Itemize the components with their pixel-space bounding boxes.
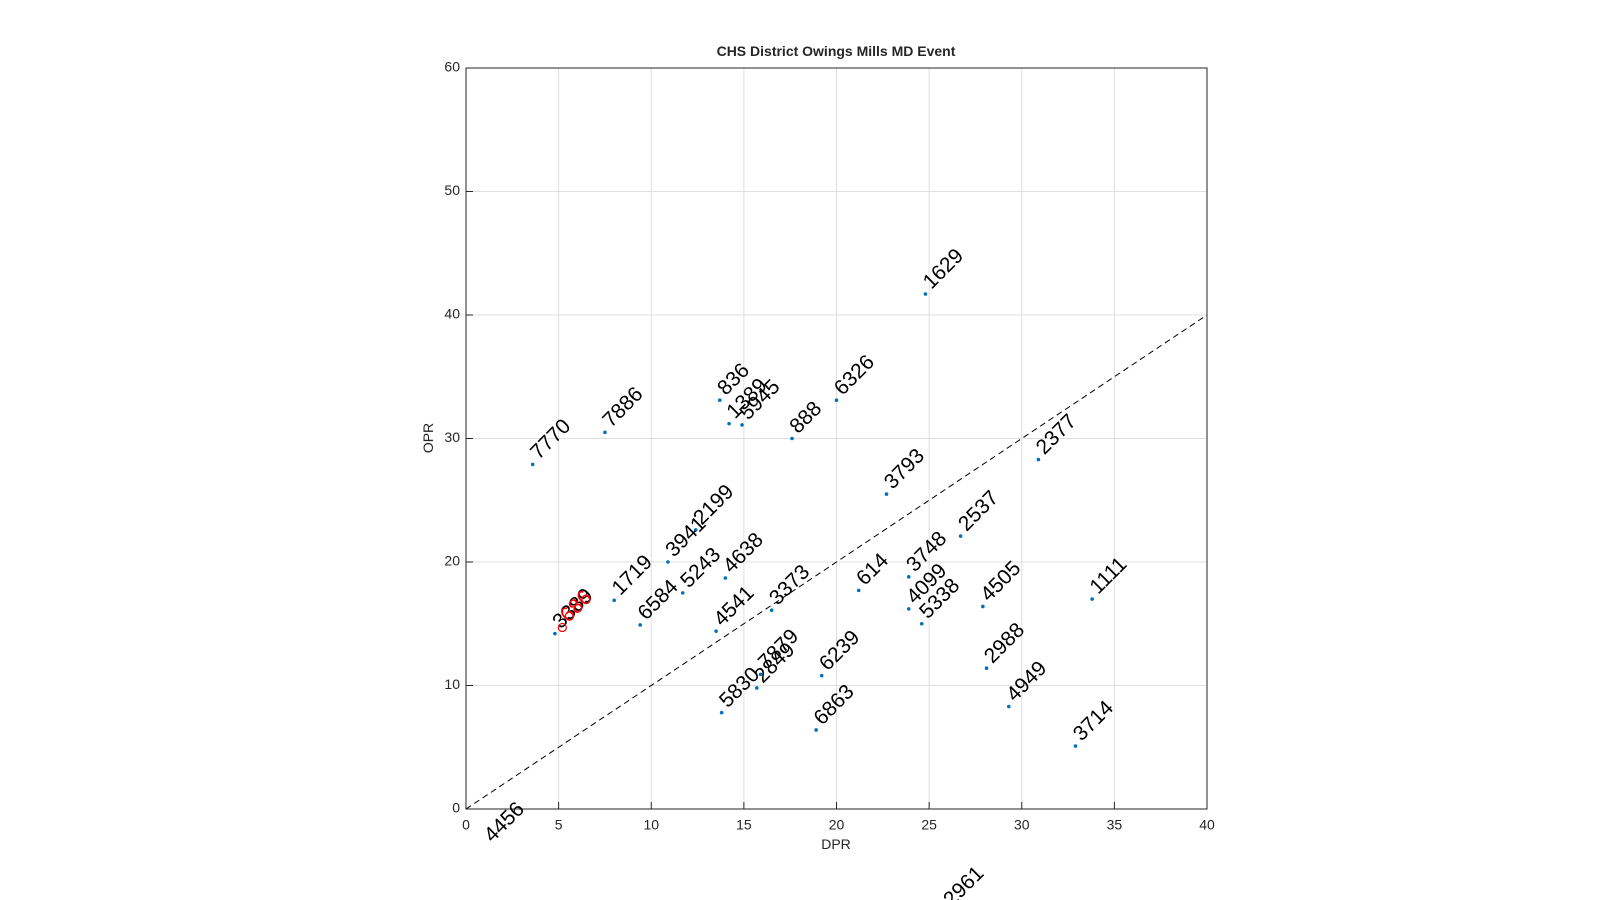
point: [790, 436, 794, 441]
point: [680, 591, 685, 595]
y-tick-label: 30: [444, 429, 460, 445]
point: [693, 528, 698, 532]
point: [612, 598, 616, 603]
point: [981, 604, 985, 609]
point: [1090, 597, 1094, 601]
x-tick-label: 30: [1014, 817, 1030, 833]
point: [530, 462, 535, 467]
point: [819, 673, 824, 678]
point: [834, 398, 839, 403]
y-tick-label: 50: [444, 182, 460, 198]
point: [553, 631, 557, 636]
point: [717, 398, 722, 403]
point: [1073, 744, 1078, 748]
point: [723, 576, 728, 580]
point: [856, 588, 861, 593]
x-tick-label: 40: [1199, 817, 1215, 833]
reference-line: [466, 314, 1207, 809]
point: [769, 608, 774, 612]
point: [984, 666, 989, 671]
point: [906, 607, 911, 611]
point: [919, 621, 924, 626]
y-tick-label: 10: [444, 676, 460, 692]
point: [603, 430, 607, 435]
point: [740, 423, 744, 427]
point: [666, 560, 670, 564]
x-tick-label: 35: [1107, 817, 1123, 833]
point-label: 2961: [939, 862, 988, 900]
point: [1006, 704, 1011, 709]
point: [1036, 457, 1041, 462]
x-tick-label: 25: [921, 817, 937, 833]
highlight-point: [557, 622, 567, 633]
point: [755, 686, 759, 690]
point: [485, 845, 489, 849]
axes-box: [465, 67, 1208, 810]
y-tick-label: 60: [444, 59, 460, 75]
point: [719, 710, 724, 715]
x-axis-label: DPR: [821, 836, 851, 852]
point: [906, 575, 911, 579]
point: [758, 672, 763, 677]
point: [884, 492, 889, 496]
x-tick-label: 15: [736, 817, 752, 833]
y-tick-label: 40: [444, 306, 460, 322]
y-axis-label: OPR: [420, 423, 436, 453]
point: [958, 534, 963, 538]
x-tick-label: 10: [643, 817, 659, 833]
point: [638, 623, 642, 627]
x-tick-label: 20: [829, 817, 845, 833]
x-tick-label: 0: [462, 817, 470, 833]
point: [814, 728, 818, 732]
chart-title: CHS District Owings Mills MD Event: [717, 43, 956, 59]
point: [727, 421, 731, 426]
y-tick-label: 0: [452, 800, 460, 816]
y-tick-label: 20: [444, 553, 460, 569]
point: [923, 292, 928, 296]
point: [714, 629, 718, 633]
x-tick-label: 5: [555, 817, 563, 833]
